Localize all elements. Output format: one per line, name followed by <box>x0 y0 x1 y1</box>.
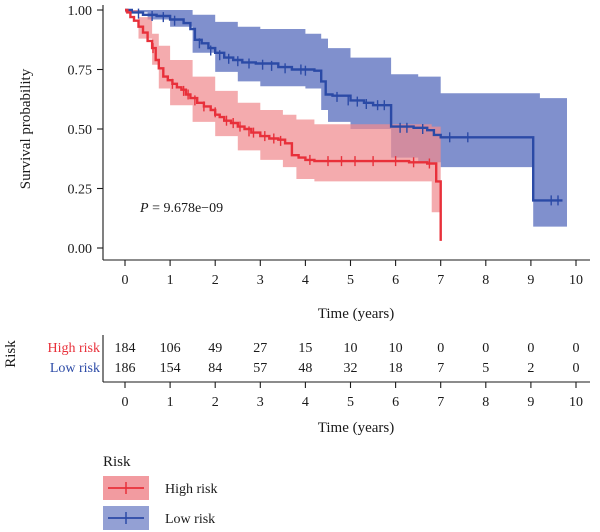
censor-marks <box>137 8 559 206</box>
risk-table-x-tick-label: 2 <box>212 395 219 410</box>
x-tick-label: 7 <box>437 273 444 288</box>
legend-item-high-risk: High risk <box>103 476 218 500</box>
risk-table-x-tick-label: 9 <box>527 395 534 410</box>
risk-count-high-risk: 10 <box>389 341 403 356</box>
survival-plot: 0.00 0.25 0.50 0.75 1.00 0 1 2 3 4 5 6 7 8 9 10 Surviv… <box>18 4 590 322</box>
risk-count-low-risk: 32 <box>344 361 358 376</box>
risk-table: Risk High risk Low risk 184 106 49 27 15 10 10… <box>3 335 590 436</box>
risk-count-low-risk: 7 <box>437 361 444 376</box>
risk-row-label-high: High risk <box>48 341 101 356</box>
x-tick-label: 4 <box>302 273 309 288</box>
x-tick-label: 3 <box>257 273 264 288</box>
risk-count-low-risk: 0 <box>573 361 580 376</box>
ci-band-low-risk <box>125 10 567 227</box>
x-tick-label: 0 <box>122 273 129 288</box>
risk-count-low-risk: 186 <box>115 361 136 376</box>
x-tick-label: 5 <box>347 273 354 288</box>
x-tick-label: 1 <box>167 273 174 288</box>
legend-item-low-risk: Low risk <box>103 506 215 530</box>
legend-label-high-risk: High risk <box>165 482 218 497</box>
risk-table-x-tick-label: 7 <box>437 395 444 410</box>
y-tick-label: 0.25 <box>68 183 93 198</box>
risk-count-low-risk: 2 <box>527 361 534 376</box>
risk-counts: 184 106 49 27 15 10 10 0 0 0 0 186 154 84 57 48 32 18 7 5 2 0 <box>115 341 580 376</box>
risk-count-low-risk: 48 <box>298 361 312 376</box>
risk-table-x-tick-label: 4 <box>302 395 309 410</box>
x-tick-label: 6 <box>392 273 399 288</box>
x-tick-label: 9 <box>527 273 534 288</box>
risk-count-high-risk: 15 <box>298 341 312 356</box>
survival-curves <box>125 8 563 241</box>
y-tick-label: 1.00 <box>68 4 93 19</box>
curve-high-risk <box>125 8 442 241</box>
x-tick-label: 2 <box>212 273 219 288</box>
risk-row-label-low: Low risk <box>50 361 100 376</box>
y-tick-label: 0.75 <box>68 64 93 79</box>
y-axis-ticks: 0.00 0.25 0.50 0.75 1.00 <box>68 4 103 257</box>
risk-table-x-axis-title: Time (years) <box>318 420 395 436</box>
risk-count-high-risk: 49 <box>208 341 222 356</box>
x-axis-title: Time (years) <box>318 306 395 322</box>
risk-table-x-ticks: 0 1 2 3 4 5 6 7 8 9 10 <box>122 382 583 410</box>
risk-count-high-risk: 0 <box>527 341 534 356</box>
risk-count-high-risk: 10 <box>344 341 358 356</box>
legend-label-low-risk: Low risk <box>165 512 215 527</box>
y-tick-label: 0.50 <box>68 123 93 138</box>
risk-count-high-risk: 27 <box>253 341 267 356</box>
risk-count-low-risk: 57 <box>253 361 267 376</box>
risk-table-x-tick-label: 5 <box>347 395 354 410</box>
p-value-label: P = 9.678e−09 <box>139 201 223 216</box>
legend: Risk High risk Low risk <box>103 454 218 530</box>
confidence-bands <box>125 10 567 227</box>
legend-title: Risk <box>103 454 131 470</box>
x-axis-ticks: 0 1 2 3 4 5 6 7 8 9 10 <box>122 260 583 288</box>
risk-count-high-risk: 0 <box>482 341 489 356</box>
x-tick-label: 10 <box>569 273 583 288</box>
risk-table-title: Risk <box>3 340 19 368</box>
risk-count-high-risk: 0 <box>573 341 580 356</box>
risk-table-x-tick-label: 8 <box>482 395 489 410</box>
risk-count-low-risk: 5 <box>482 361 489 376</box>
y-tick-label: 0.00 <box>68 242 93 257</box>
risk-count-low-risk: 154 <box>160 361 181 376</box>
risk-count-high-risk: 106 <box>160 341 181 356</box>
risk-count-high-risk: 184 <box>115 341 136 356</box>
risk-table-x-tick-label: 6 <box>392 395 399 410</box>
risk-count-low-risk: 84 <box>208 361 222 376</box>
risk-table-x-tick-label: 10 <box>569 395 583 410</box>
p-value-symbol: P <box>139 201 149 216</box>
y-axis-title: Survival probability <box>18 68 34 189</box>
risk-table-x-tick-label: 3 <box>257 395 264 410</box>
x-tick-label: 8 <box>482 273 489 288</box>
risk-table-x-tick-label: 1 <box>167 395 174 410</box>
p-value-number: = 9.678e−09 <box>149 201 224 216</box>
risk-count-high-risk: 0 <box>437 341 444 356</box>
risk-count-low-risk: 18 <box>389 361 403 376</box>
curve-low-risk <box>125 8 563 202</box>
risk-table-x-tick-label: 0 <box>122 395 129 410</box>
